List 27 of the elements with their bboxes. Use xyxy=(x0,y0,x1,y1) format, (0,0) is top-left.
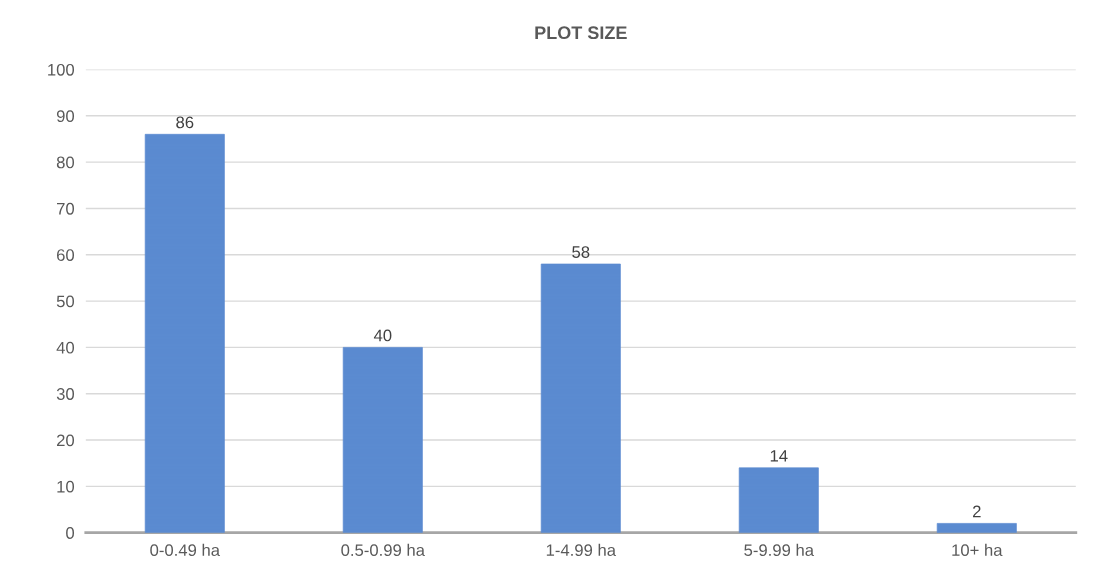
y-tick-label: 80 xyxy=(56,156,75,169)
data-label: 58 xyxy=(572,246,590,258)
y-tick-label: 0 xyxy=(66,527,75,539)
x-tick-label: 0.5-0.99 ha xyxy=(341,543,425,557)
bar xyxy=(540,263,621,533)
y-tick-label: 20 xyxy=(56,434,75,447)
y-tick-label: 50 xyxy=(56,295,75,308)
chart-title: PLOT SIZE xyxy=(535,26,627,40)
bar xyxy=(738,467,819,533)
x-tick-label: 10+ ha xyxy=(952,543,1003,557)
x-tick-label: 1-4.99 ha xyxy=(546,543,617,557)
data-label: 2 xyxy=(973,505,981,518)
data-label: 40 xyxy=(373,329,392,342)
bar xyxy=(342,347,423,533)
y-tick-label: 30 xyxy=(56,388,75,400)
x-tick-label: 0-0.49 ha xyxy=(150,543,221,557)
bar xyxy=(144,133,225,533)
y-tick-label: 100 xyxy=(48,63,75,76)
y-tick-label: 60 xyxy=(57,249,75,261)
x-tick-label: 5-9.99 ha xyxy=(744,543,815,557)
data-label: 86 xyxy=(176,116,194,129)
y-tick-label: 90 xyxy=(56,110,75,122)
bar xyxy=(936,523,1017,533)
y-tick-label: 40 xyxy=(56,341,75,354)
y-tick-label: 10 xyxy=(57,480,75,493)
data-label: 14 xyxy=(770,450,788,462)
y-tick-label: 70 xyxy=(57,202,75,215)
